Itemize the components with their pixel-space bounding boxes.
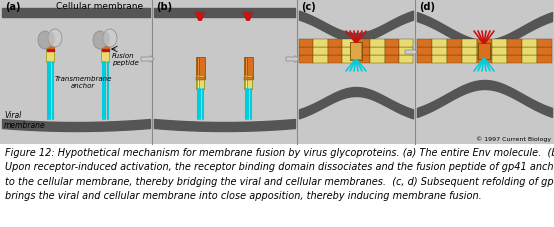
Bar [507, 56, 522, 64]
Bar [432, 48, 447, 56]
Bar [299, 40, 313, 48]
Ellipse shape [100, 32, 110, 47]
Bar [327, 48, 342, 56]
Bar [522, 40, 537, 48]
Bar [492, 40, 507, 48]
Bar [356, 56, 370, 64]
Bar [356, 40, 370, 48]
Bar [313, 48, 327, 56]
Bar [432, 56, 447, 64]
Bar [537, 40, 552, 48]
FancyArrow shape [286, 56, 299, 63]
Bar [342, 48, 356, 56]
Bar [417, 40, 432, 48]
Bar [342, 56, 356, 64]
Bar [46, 50, 54, 63]
FancyArrow shape [405, 49, 417, 56]
Bar [522, 56, 537, 64]
Bar [462, 48, 477, 56]
Bar [351, 44, 361, 60]
Bar [477, 40, 492, 48]
Bar [477, 56, 492, 64]
Bar [432, 40, 447, 48]
Bar [447, 56, 462, 64]
Bar [462, 40, 477, 48]
Bar [507, 48, 522, 56]
Bar [327, 40, 342, 48]
Bar [299, 48, 313, 56]
Text: (c): (c) [301, 2, 316, 12]
Bar [245, 76, 247, 90]
Bar [522, 48, 537, 56]
Text: (d): (d) [419, 2, 435, 12]
Bar [478, 44, 490, 60]
Bar [0, 144, 554, 227]
Bar [384, 48, 399, 56]
Bar [370, 40, 384, 48]
Bar [101, 41, 109, 51]
FancyArrow shape [141, 56, 154, 63]
Bar [384, 40, 399, 48]
Ellipse shape [93, 32, 107, 50]
Ellipse shape [38, 32, 52, 50]
Bar [244, 58, 247, 80]
Text: Cellular membrane: Cellular membrane [57, 2, 143, 11]
Bar [447, 48, 462, 56]
Text: Viral
membrane: Viral membrane [4, 111, 46, 130]
Bar [507, 40, 522, 48]
Bar [197, 76, 199, 90]
Bar [342, 40, 356, 48]
Bar [313, 56, 327, 64]
Bar [417, 48, 432, 56]
Text: (a): (a) [5, 2, 20, 12]
Bar [196, 76, 204, 90]
Bar [244, 76, 252, 90]
Bar [384, 56, 399, 64]
Text: Transmembrane
anchor: Transmembrane anchor [54, 76, 112, 89]
Bar [537, 48, 552, 56]
Bar [46, 41, 54, 51]
Bar [537, 56, 552, 64]
Bar [244, 58, 253, 80]
Bar [477, 48, 492, 56]
Bar [196, 58, 204, 80]
Bar [447, 40, 462, 48]
Bar [299, 56, 313, 64]
Bar [0, 0, 554, 144]
Bar [492, 56, 507, 64]
Ellipse shape [48, 30, 62, 48]
Ellipse shape [103, 30, 117, 48]
Text: Fusion
peptide: Fusion peptide [112, 53, 138, 66]
Bar [399, 40, 413, 48]
Bar [327, 56, 342, 64]
Bar [350, 43, 362, 61]
Bar [399, 56, 413, 64]
Bar [356, 48, 370, 56]
Text: to the cellular membrane, thereby bridging the viral and cellular membranes.  (c: to the cellular membrane, thereby bridgi… [5, 176, 554, 186]
Bar [196, 78, 204, 81]
Text: Figure 12: Hypothetical mechanism for membrane fusion by virus glycoproteins. (a: Figure 12: Hypothetical mechanism for me… [5, 147, 554, 157]
Bar [370, 56, 384, 64]
Bar [197, 58, 199, 80]
Bar [313, 40, 327, 48]
Bar [101, 50, 109, 63]
Text: brings the viral and cellular membrane into close apposition, thereby inducing m: brings the viral and cellular membrane i… [5, 191, 482, 201]
Ellipse shape [45, 32, 55, 47]
Bar [417, 56, 432, 64]
Bar [399, 48, 413, 56]
Bar [462, 56, 477, 64]
Bar [492, 48, 507, 56]
Text: © 1997 Current Biology: © 1997 Current Biology [476, 136, 551, 141]
Text: (b): (b) [156, 2, 172, 12]
Text: Upon receptor-induced activation, the receptor binding domain dissociates and th: Upon receptor-induced activation, the re… [5, 162, 554, 172]
Bar [370, 48, 384, 56]
Bar [244, 78, 253, 81]
